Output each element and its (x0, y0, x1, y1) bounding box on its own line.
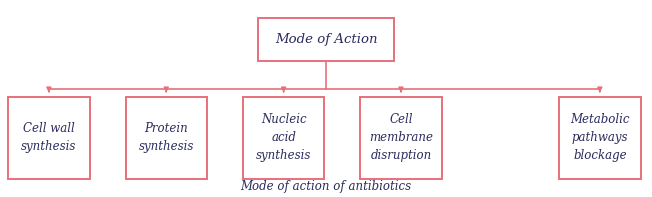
Text: Nucleic
acid
synthesis: Nucleic acid synthesis (256, 113, 311, 162)
Text: Cell wall
synthesis: Cell wall synthesis (22, 122, 76, 153)
Bar (360, 97, 442, 179)
Text: Mode of Action: Mode of Action (274, 33, 378, 46)
Text: Protein
synthesis: Protein synthesis (139, 122, 194, 153)
Text: Cell
membrane
disruption: Cell membrane disruption (369, 113, 433, 162)
Text: Metabolic
pathways
blockage: Metabolic pathways blockage (570, 113, 630, 162)
Bar (8, 97, 90, 179)
Bar (258, 18, 394, 61)
Text: Mode of action of antibiotics: Mode of action of antibiotics (241, 180, 411, 193)
Bar (125, 97, 207, 179)
Bar (243, 97, 325, 179)
Bar (559, 97, 640, 179)
